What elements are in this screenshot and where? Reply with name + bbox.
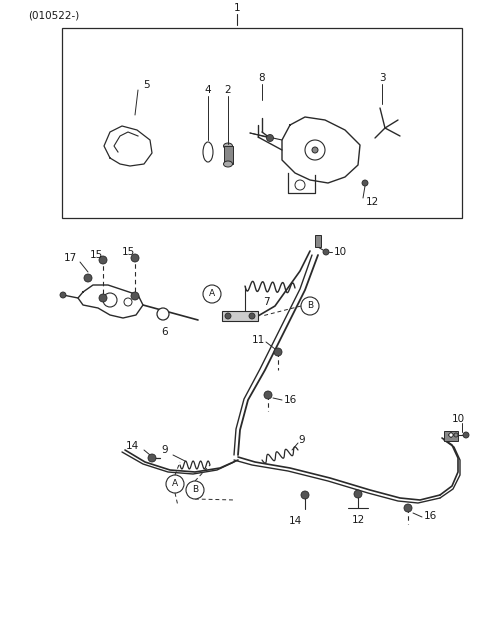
Circle shape	[312, 147, 318, 153]
Bar	[222, 311, 258, 321]
Circle shape	[103, 293, 117, 307]
Circle shape	[454, 433, 458, 437]
Text: 10: 10	[451, 414, 465, 424]
Text: 12: 12	[351, 515, 365, 525]
Circle shape	[249, 313, 255, 319]
Circle shape	[225, 313, 231, 319]
Text: 12: 12	[365, 197, 379, 207]
Text: 6: 6	[162, 327, 168, 337]
Circle shape	[301, 491, 309, 499]
Circle shape	[323, 249, 329, 255]
Circle shape	[186, 481, 204, 499]
Text: 5: 5	[144, 80, 150, 90]
Text: 10: 10	[334, 247, 347, 257]
Circle shape	[354, 490, 362, 498]
Circle shape	[404, 504, 412, 512]
Circle shape	[449, 433, 453, 437]
Circle shape	[131, 292, 139, 300]
Text: 8: 8	[259, 73, 265, 83]
Bar	[444, 431, 458, 441]
Bar	[62, 28, 462, 218]
Circle shape	[99, 294, 107, 302]
Circle shape	[148, 454, 156, 462]
Text: 3: 3	[379, 73, 385, 83]
Circle shape	[84, 274, 92, 282]
Text: A: A	[172, 479, 178, 488]
Circle shape	[203, 285, 221, 303]
Circle shape	[449, 433, 453, 437]
Text: 9: 9	[299, 435, 305, 445]
Text: 16: 16	[283, 395, 297, 405]
Bar	[315, 235, 321, 247]
Circle shape	[449, 433, 453, 437]
Ellipse shape	[224, 143, 232, 149]
Text: (010522-): (010522-)	[28, 10, 79, 20]
Text: 2: 2	[225, 85, 231, 95]
Circle shape	[301, 297, 319, 315]
Circle shape	[264, 391, 272, 399]
Text: 17: 17	[63, 253, 77, 263]
Text: B: B	[307, 302, 313, 311]
Text: 7: 7	[263, 297, 269, 307]
Circle shape	[124, 298, 132, 306]
Text: 15: 15	[121, 247, 134, 257]
Circle shape	[362, 180, 368, 186]
Circle shape	[449, 433, 453, 437]
Text: 11: 11	[252, 335, 264, 345]
Text: A: A	[209, 289, 215, 298]
Circle shape	[449, 433, 453, 437]
Circle shape	[274, 348, 282, 356]
Text: 15: 15	[89, 250, 103, 260]
Text: 4: 4	[204, 85, 211, 95]
Text: 16: 16	[423, 511, 437, 521]
Text: 1: 1	[234, 3, 240, 13]
Text: B: B	[192, 486, 198, 495]
Circle shape	[166, 475, 184, 493]
Circle shape	[157, 308, 169, 320]
Text: 14: 14	[125, 441, 139, 451]
Circle shape	[131, 254, 139, 262]
Ellipse shape	[224, 161, 232, 167]
Circle shape	[463, 432, 469, 438]
Text: 9: 9	[162, 445, 168, 455]
Circle shape	[60, 292, 66, 298]
Circle shape	[266, 134, 274, 141]
Text: 14: 14	[288, 516, 301, 526]
Bar	[224, 146, 232, 164]
Circle shape	[99, 256, 107, 264]
